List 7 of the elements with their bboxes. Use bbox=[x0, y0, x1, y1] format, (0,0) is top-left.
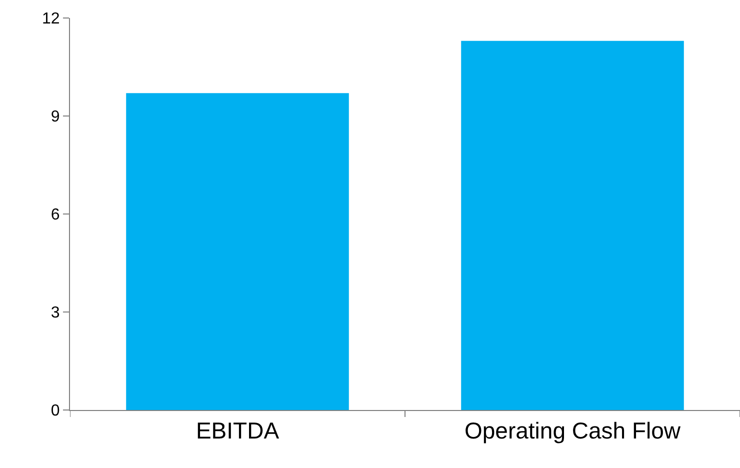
x-tick-label: EBITDA bbox=[196, 418, 280, 444]
y-tick-label: 3 bbox=[50, 304, 60, 322]
x-tick-label: Operating Cash Flow bbox=[464, 418, 681, 444]
y-tick-label: 9 bbox=[50, 108, 60, 126]
y-tick-label: 12 bbox=[42, 10, 60, 28]
y-tick-label: 0 bbox=[50, 402, 60, 420]
y-tick-label: 6 bbox=[50, 206, 60, 224]
